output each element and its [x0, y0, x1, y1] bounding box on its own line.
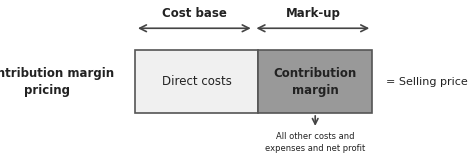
Text: = Selling price: = Selling price — [386, 77, 468, 87]
Text: Mark-up: Mark-up — [285, 7, 340, 20]
Bar — [258, 50, 372, 113]
Text: All other costs and
expenses and net profit: All other costs and expenses and net pro… — [265, 132, 365, 153]
Text: Direct costs: Direct costs — [162, 75, 232, 88]
Bar — [135, 50, 258, 113]
Text: Contribution
margin: Contribution margin — [273, 67, 357, 97]
Text: Contribution margin
pricing: Contribution margin pricing — [0, 67, 114, 97]
Text: Cost base: Cost base — [162, 7, 227, 20]
